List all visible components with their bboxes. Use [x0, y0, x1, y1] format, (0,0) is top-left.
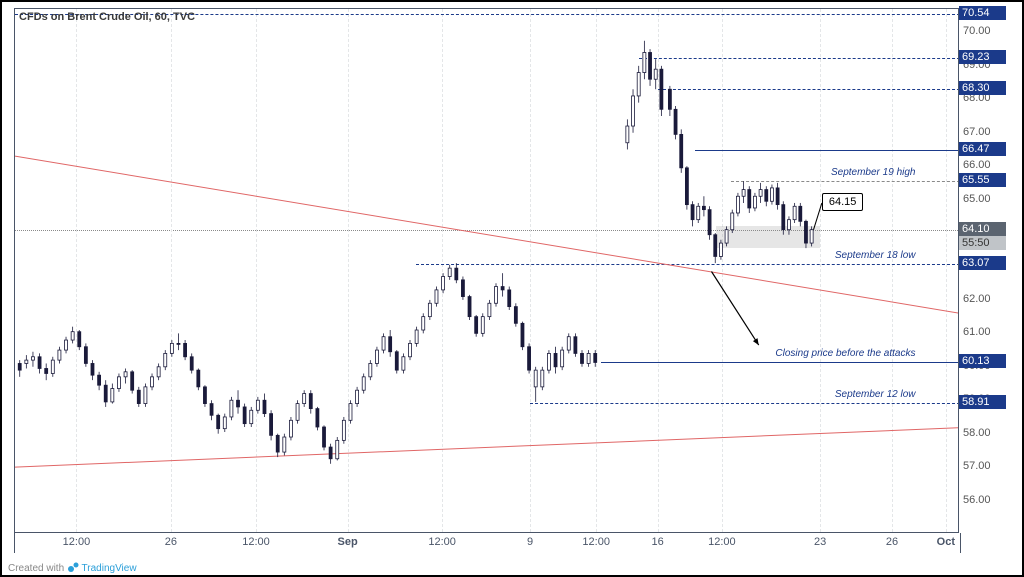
y-tick: 56.00: [963, 494, 991, 506]
x-label: 26: [165, 536, 177, 548]
level-price-tag: 60.13: [959, 354, 1006, 368]
level-price-tag: 65.55: [959, 173, 1006, 187]
x-label: 12:00: [708, 536, 736, 548]
y-tick: 61.00: [963, 326, 991, 338]
level-price-tag: 68.30: [959, 81, 1006, 95]
x-label: 12:00: [63, 536, 91, 548]
x-label: 9: [527, 536, 533, 548]
trendline: [15, 428, 959, 467]
level-price-tag: 66.47: [959, 142, 1006, 156]
attribution: Created with TradingView: [8, 561, 137, 574]
y-tick: 58.00: [963, 427, 991, 439]
x-label: 12:00: [582, 536, 610, 548]
x-label: 12:00: [242, 536, 270, 548]
tradingview-logo-icon: [67, 561, 79, 573]
x-label: 16: [651, 536, 663, 548]
x-axis: 12:00 26 12:00 Sep 12:00 9 12:00 16 12:00 23 26 Oct: [14, 533, 961, 553]
y-tick: 67.00: [963, 126, 991, 138]
x-label: 23: [814, 536, 826, 548]
projection-arrow: [753, 338, 759, 345]
chart-title: CFDs on Brent Crude Oil, 60, TVC: [19, 11, 195, 23]
price-chart[interactable]: CFDs on Brent Crude Oil, 60, TVC Septemb…: [14, 8, 959, 533]
x-label: Oct: [937, 536, 955, 548]
level-price-tag: 58.91: [959, 395, 1006, 409]
level-price-tag: 70.54: [959, 6, 1006, 20]
level-price-tag: 63.07: [959, 256, 1006, 270]
level-price-tag: 69.23: [959, 50, 1006, 64]
y-tick: 57.00: [963, 460, 991, 472]
x-label: 12:00: [428, 536, 456, 548]
trendline: [15, 156, 959, 313]
y-axis: 56.0057.0058.0059.0060.0061.0062.0063.00…: [959, 8, 1019, 533]
y-tick: 62.00: [963, 293, 991, 305]
y-tick: 66.00: [963, 159, 991, 171]
last-price-tag: 64.10: [959, 222, 1006, 236]
chart-svg-layer: [15, 9, 959, 533]
x-label: Sep: [338, 536, 358, 548]
countdown-tag: 55:50: [959, 236, 1006, 250]
price-callout: 64.15: [822, 193, 864, 211]
x-label: 26: [886, 536, 898, 548]
y-tick: 65.00: [963, 193, 991, 205]
y-tick: 70.00: [963, 25, 991, 37]
